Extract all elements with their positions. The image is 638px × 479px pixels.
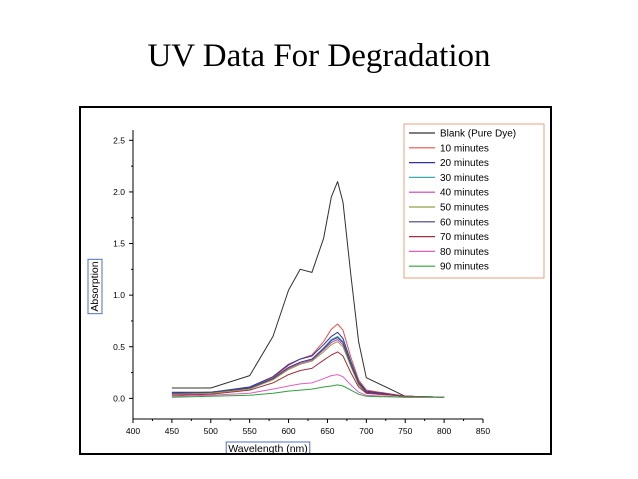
series-line-0	[171, 181, 445, 398]
x-tick-label: 700	[359, 426, 373, 436]
x-tick-label: 750	[398, 426, 412, 436]
y-tick-label: 2.0	[113, 187, 125, 197]
y-axis-title: Absorption	[89, 261, 101, 311]
legend-label-4: 40 minutes	[440, 188, 489, 199]
series-line-5	[171, 341, 445, 398]
x-tick-label: 800	[437, 426, 451, 436]
x-tick-label: 400	[126, 426, 140, 436]
legend-label-1: 10 minutes	[440, 143, 489, 154]
x-axis-title-box	[225, 441, 311, 453]
x-tick-label: 600	[281, 426, 295, 436]
legend-label-0: Blank (Pure Dye)	[440, 129, 516, 140]
legend-box	[403, 123, 545, 279]
series-line-6	[171, 337, 445, 398]
x-tick-label: 500	[204, 426, 218, 436]
x-tick-label: 450	[165, 426, 179, 436]
y-tick-label: 2.5	[113, 135, 125, 145]
legend-label-9: 90 minutes	[440, 262, 489, 273]
y-tick-label: 1.5	[113, 239, 125, 249]
series-line-9	[171, 384, 445, 398]
slide-title: UV Data For Degradation	[147, 38, 491, 74]
legend-label-8: 80 minutes	[440, 247, 489, 258]
legend-label-2: 20 minutes	[440, 158, 489, 169]
series-line-8	[171, 374, 445, 398]
x-tick-label: 650	[320, 426, 334, 436]
legend-label-5: 50 minutes	[440, 203, 489, 214]
legend-label-3: 30 minutes	[440, 173, 489, 184]
y-tick-label: 0.5	[113, 342, 125, 352]
legend-label-6: 60 minutes	[440, 217, 489, 228]
legend-label-7: 70 minutes	[440, 232, 489, 243]
series-line-2	[171, 331, 445, 398]
y-tick-label: 1.0	[113, 290, 125, 300]
series-line-7	[171, 351, 445, 398]
chart-frame: 400 450 500 550 600 650 700 750 800 850 0.0 0.5 1.0 1…	[79, 106, 552, 455]
x-axis-title: Wavelength (nm)	[228, 443, 308, 453]
y-axis-title-box	[87, 258, 103, 315]
x-tick-label: 850	[476, 426, 490, 436]
y-tick-label: 0.0	[113, 393, 125, 403]
series-line-4	[171, 339, 445, 398]
x-tick-label: 550	[243, 426, 257, 436]
series-line-3	[171, 335, 445, 398]
uv-spectrum-chart: 400 450 500 550 600 650 700 750 800 850 0.0 0.5 1.0 1…	[87, 123, 545, 453]
